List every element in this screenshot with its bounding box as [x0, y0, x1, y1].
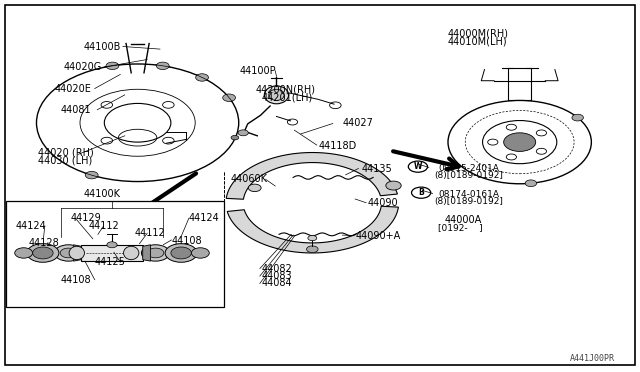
Circle shape	[107, 242, 117, 248]
Polygon shape	[227, 206, 398, 253]
Text: 44112: 44112	[88, 221, 119, 231]
Circle shape	[572, 114, 584, 121]
Text: 44081: 44081	[61, 105, 92, 115]
Text: 44020E: 44020E	[54, 84, 92, 93]
Circle shape	[196, 74, 209, 81]
Ellipse shape	[269, 89, 284, 100]
Polygon shape	[227, 153, 397, 199]
Text: 44112: 44112	[134, 228, 165, 238]
Text: 44000A: 44000A	[445, 215, 482, 225]
Circle shape	[141, 245, 170, 261]
Ellipse shape	[264, 86, 289, 104]
Text: 44118D: 44118D	[319, 141, 357, 151]
Bar	[6, 201, 224, 307]
Circle shape	[147, 248, 164, 258]
Circle shape	[60, 248, 77, 258]
Text: B: B	[419, 188, 424, 197]
Text: 44128: 44128	[29, 238, 60, 247]
Ellipse shape	[69, 246, 84, 260]
Circle shape	[156, 62, 169, 70]
Text: 44108: 44108	[172, 236, 202, 246]
Circle shape	[525, 180, 537, 187]
Text: 44082: 44082	[261, 264, 292, 273]
Text: 44100P: 44100P	[240, 66, 276, 76]
Text: (8)[0189-0192]: (8)[0189-0192]	[434, 171, 503, 180]
Circle shape	[238, 130, 248, 136]
Text: 44129: 44129	[70, 214, 101, 223]
Text: 44135: 44135	[362, 164, 392, 174]
Text: A441J00PR: A441J00PR	[570, 354, 614, 363]
Text: 44125: 44125	[95, 257, 125, 267]
Ellipse shape	[124, 246, 139, 260]
Bar	[81, 245, 143, 261]
Circle shape	[231, 135, 239, 140]
Text: 44100K: 44100K	[83, 189, 120, 199]
Text: 44020G: 44020G	[64, 62, 102, 72]
Polygon shape	[143, 245, 150, 261]
Text: 44100B: 44100B	[83, 42, 120, 51]
Text: 44124: 44124	[189, 214, 220, 223]
Text: 44090+A: 44090+A	[355, 231, 401, 241]
Text: 44083: 44083	[261, 271, 292, 281]
Circle shape	[223, 94, 236, 102]
Circle shape	[248, 184, 261, 192]
Circle shape	[307, 246, 318, 253]
Text: 44200N(RH): 44200N(RH)	[256, 84, 316, 94]
Circle shape	[191, 248, 209, 258]
Text: 44201(LH): 44201(LH)	[261, 93, 312, 102]
Text: W: W	[413, 162, 422, 171]
Circle shape	[106, 62, 119, 70]
Text: 44027: 44027	[342, 118, 373, 128]
Text: 44010M(LH): 44010M(LH)	[448, 37, 508, 46]
Circle shape	[165, 244, 197, 262]
Text: 08915-2401A: 08915-2401A	[438, 164, 499, 173]
Text: 44030 (LH): 44030 (LH)	[38, 156, 93, 166]
Circle shape	[15, 248, 33, 258]
Text: 44084: 44084	[261, 279, 292, 288]
Polygon shape	[74, 245, 81, 261]
Text: 44000M(RH): 44000M(RH)	[448, 29, 509, 38]
Text: 44124: 44124	[16, 221, 47, 231]
Text: 44108: 44108	[61, 275, 92, 285]
Text: 44060K: 44060K	[230, 174, 268, 184]
Circle shape	[27, 244, 59, 262]
Circle shape	[54, 245, 83, 261]
Circle shape	[85, 171, 98, 179]
Text: 44020 (RH): 44020 (RH)	[38, 148, 94, 157]
Text: [0192-    ]: [0192- ]	[438, 223, 483, 232]
Circle shape	[386, 181, 401, 190]
Text: (8)[0189-0192]: (8)[0189-0192]	[434, 197, 503, 206]
Circle shape	[171, 247, 191, 259]
Text: 08174-0161A: 08174-0161A	[438, 190, 499, 199]
Circle shape	[504, 133, 536, 151]
Circle shape	[308, 235, 317, 241]
Circle shape	[33, 247, 53, 259]
Text: 44090: 44090	[368, 198, 399, 208]
